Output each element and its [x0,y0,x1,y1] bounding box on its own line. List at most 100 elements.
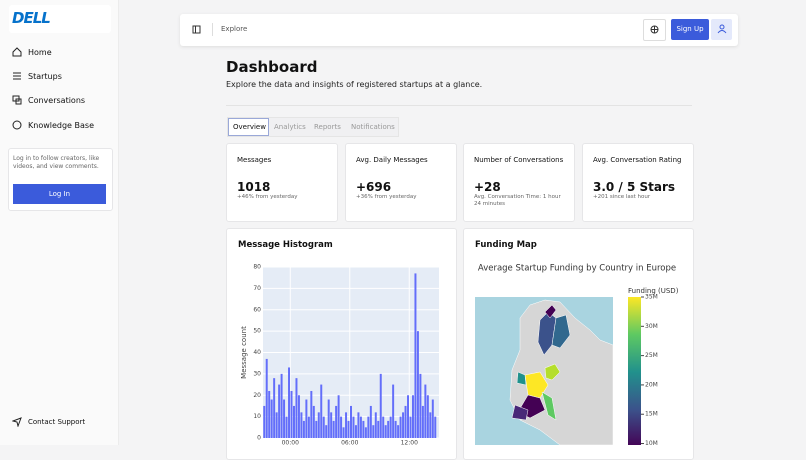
x-tick-label: 00:00 [282,440,299,446]
bar [322,416,325,438]
bar [404,405,407,438]
y-tick-label: 70 [253,285,261,292]
x-tick-label: 06:00 [341,440,358,446]
nav-conversations[interactable]: Conversations [12,95,85,105]
tab-bar [227,117,399,137]
stat-card: Avg. Conversation Rating 3.0 / 5 Stars +20… [582,143,694,222]
map-title: Average Startup Funding by Country in Eu… [478,264,676,274]
panel-title: Funding Map [475,240,537,250]
bar [317,412,320,438]
topbar: Explore Sign Up [180,14,738,46]
logo-box: DELL [9,5,111,33]
breadcrumb[interactable]: Explore [221,25,248,33]
stat-card: Number of Conversations +28 Avg. Conversat… [463,143,575,222]
y-axis-label: Message count [240,326,248,379]
bar [278,384,281,438]
nav-knowledge[interactable]: Knowledge Base [12,120,94,130]
bar [414,273,417,438]
y-tick-label: 20 [253,392,261,399]
page: DELL Home Startups Conversations Knowled… [8,0,738,460]
bar [342,427,345,438]
bar [325,425,328,438]
page-title: Dashboard [226,58,318,76]
bar [367,416,370,438]
logo: DELL [12,9,51,27]
bar [305,399,308,438]
bar [288,367,291,438]
icon [13,72,21,80]
icon [650,25,659,34]
bar [335,405,338,438]
bar [411,395,414,438]
colorbar-tick-label: 35M [645,294,658,301]
tab-active [228,118,269,136]
stat-card: Messages 1018 +46% from yesterday [226,143,338,222]
bar [402,412,405,438]
bar [300,412,303,438]
bar [268,390,271,438]
charts: 0 10 20 30 40 50 60 70 80 00:00 06:00 12:00 Message … [240,264,679,446]
card-title: Avg. Daily Messages [356,156,428,164]
card-note: +46% from yesterday [237,194,298,200]
bar [337,395,340,438]
tab[interactable]: Notifications [351,123,395,131]
bar [265,358,268,438]
sidebar-toggle[interactable] [192,25,202,35]
icon [12,120,22,130]
user-button[interactable] [711,19,732,40]
bar [374,412,377,438]
map-land [509,299,614,445]
y-tick-label: 50 [253,328,261,335]
tab[interactable]: Overview [233,123,266,131]
bar [362,420,365,438]
bar [332,420,335,438]
panel-title: Message Histogram [238,240,333,250]
bar [330,412,333,438]
card-value: 3.0 / 5 Stars [593,180,676,194]
bar [421,405,424,438]
colorbar-title: Funding (USD) [628,287,679,295]
tab[interactable]: Analytics [274,123,306,131]
bar [315,420,318,438]
page-subtitle: Explore the data and insights of registe… [226,80,483,89]
card-value: 1018 [237,180,271,194]
y-tick-label: 30 [253,370,261,377]
y-tick-label: 0 [257,435,261,442]
nav-startups[interactable]: Startups [12,71,62,81]
bar [357,412,360,438]
bar [297,395,300,438]
colorbar-tick-label: 10M [645,440,658,445]
bar [345,412,348,438]
signup-button[interactable]: Sign Up [671,19,709,40]
card-title: Avg. Conversation Rating [593,156,682,164]
nav-label: Knowledge Base [28,120,94,130]
icon [717,24,727,34]
bar [283,399,286,438]
y-tick-label: 60 [253,306,261,313]
bar [377,420,380,438]
contact-support[interactable]: Contact Support [12,417,85,427]
bar [389,416,392,438]
icon [12,95,22,105]
bar [394,420,397,438]
x-tick-label: 12:00 [401,440,418,446]
nav-label: Home [28,47,52,57]
bar [292,405,295,438]
card-title: Messages [237,156,272,164]
divider [212,23,213,36]
bar [295,378,298,438]
login-button[interactable]: Log In [13,184,106,204]
bar [409,416,412,438]
tab[interactable]: Reports [314,123,341,131]
colorbar-tick-label: 20M [645,381,658,388]
y-tick-label: 10 [253,413,261,420]
bar [302,420,305,438]
nav-home[interactable]: Home [12,47,52,57]
language-button[interactable] [643,19,666,41]
bar [354,425,357,438]
bar [407,395,410,438]
bar [397,425,400,438]
bar [382,416,385,438]
card-value: +696 [356,180,392,194]
support-label: Contact Support [28,418,86,426]
